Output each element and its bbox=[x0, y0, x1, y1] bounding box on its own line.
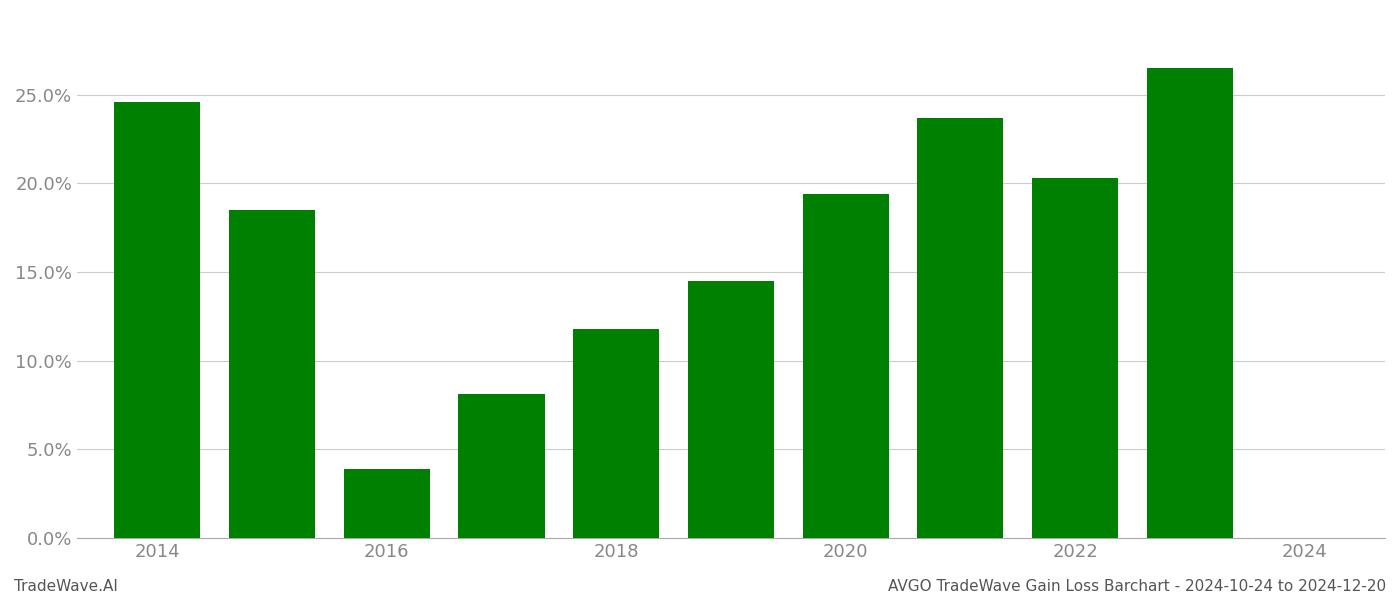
Text: TradeWave.AI: TradeWave.AI bbox=[14, 579, 118, 594]
Bar bbox=[1147, 68, 1233, 538]
Bar bbox=[687, 281, 774, 538]
Bar bbox=[1032, 178, 1119, 538]
Bar bbox=[458, 394, 545, 538]
Text: AVGO TradeWave Gain Loss Barchart - 2024-10-24 to 2024-12-20: AVGO TradeWave Gain Loss Barchart - 2024… bbox=[888, 579, 1386, 594]
Bar bbox=[230, 210, 315, 538]
Bar bbox=[917, 118, 1004, 538]
Bar bbox=[573, 329, 659, 538]
Bar bbox=[344, 469, 430, 538]
Bar bbox=[802, 194, 889, 538]
Bar bbox=[115, 102, 200, 538]
